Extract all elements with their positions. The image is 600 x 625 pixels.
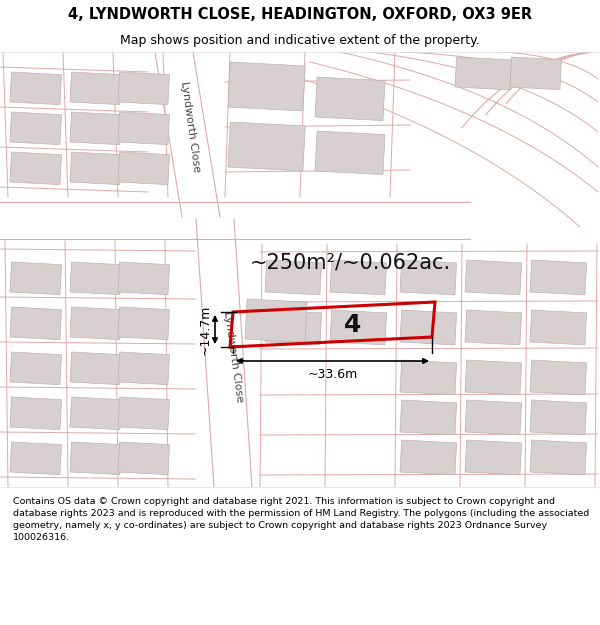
Polygon shape: [196, 219, 252, 487]
Polygon shape: [530, 360, 587, 395]
Polygon shape: [70, 397, 122, 429]
Polygon shape: [118, 352, 170, 384]
Polygon shape: [265, 260, 322, 295]
Polygon shape: [400, 310, 457, 345]
Polygon shape: [228, 122, 305, 171]
Polygon shape: [465, 400, 521, 435]
Polygon shape: [530, 440, 587, 475]
Polygon shape: [530, 400, 587, 435]
Polygon shape: [400, 400, 457, 435]
Polygon shape: [118, 307, 170, 339]
Polygon shape: [465, 260, 521, 295]
Polygon shape: [455, 57, 511, 90]
Polygon shape: [118, 262, 170, 294]
Polygon shape: [510, 57, 562, 89]
Text: Contains OS data © Crown copyright and database right 2021. This information is : Contains OS data © Crown copyright and d…: [13, 497, 589, 542]
Polygon shape: [10, 307, 62, 339]
Polygon shape: [70, 152, 122, 184]
Polygon shape: [70, 352, 122, 384]
Text: 4, LYNDWORTH CLOSE, HEADINGTON, OXFORD, OX3 9ER: 4, LYNDWORTH CLOSE, HEADINGTON, OXFORD, …: [68, 7, 532, 22]
Polygon shape: [265, 310, 322, 345]
Polygon shape: [118, 72, 170, 104]
Polygon shape: [70, 442, 122, 474]
Polygon shape: [70, 262, 122, 294]
Polygon shape: [10, 112, 62, 144]
Text: ~33.6m: ~33.6m: [307, 368, 358, 381]
Polygon shape: [118, 112, 170, 144]
Polygon shape: [530, 310, 587, 345]
Polygon shape: [10, 262, 62, 294]
Polygon shape: [400, 440, 457, 475]
Polygon shape: [465, 440, 521, 475]
Text: Lyndworth Close: Lyndworth Close: [179, 81, 202, 173]
Polygon shape: [118, 397, 170, 429]
Polygon shape: [10, 352, 62, 384]
Text: Lyndworth Close: Lyndworth Close: [221, 311, 244, 403]
Polygon shape: [10, 72, 62, 104]
Polygon shape: [10, 442, 62, 474]
Text: 4: 4: [344, 312, 361, 336]
Polygon shape: [330, 310, 386, 345]
Text: ~14.7m: ~14.7m: [199, 304, 212, 355]
Polygon shape: [70, 112, 122, 144]
Polygon shape: [465, 360, 521, 395]
Polygon shape: [465, 310, 521, 345]
Polygon shape: [155, 52, 220, 217]
Polygon shape: [330, 260, 386, 295]
Polygon shape: [530, 260, 587, 295]
Text: Map shows position and indicative extent of the property.: Map shows position and indicative extent…: [120, 34, 480, 47]
Polygon shape: [0, 202, 470, 239]
Polygon shape: [315, 131, 385, 174]
Polygon shape: [400, 260, 457, 295]
Polygon shape: [315, 77, 385, 121]
Text: ~250m²/~0.062ac.: ~250m²/~0.062ac.: [250, 252, 451, 272]
Polygon shape: [118, 152, 170, 184]
Polygon shape: [245, 299, 307, 342]
Polygon shape: [228, 62, 305, 111]
Polygon shape: [70, 72, 122, 104]
Polygon shape: [10, 152, 62, 184]
Polygon shape: [10, 397, 62, 429]
Polygon shape: [400, 360, 457, 395]
Polygon shape: [70, 307, 122, 339]
Polygon shape: [118, 442, 170, 474]
